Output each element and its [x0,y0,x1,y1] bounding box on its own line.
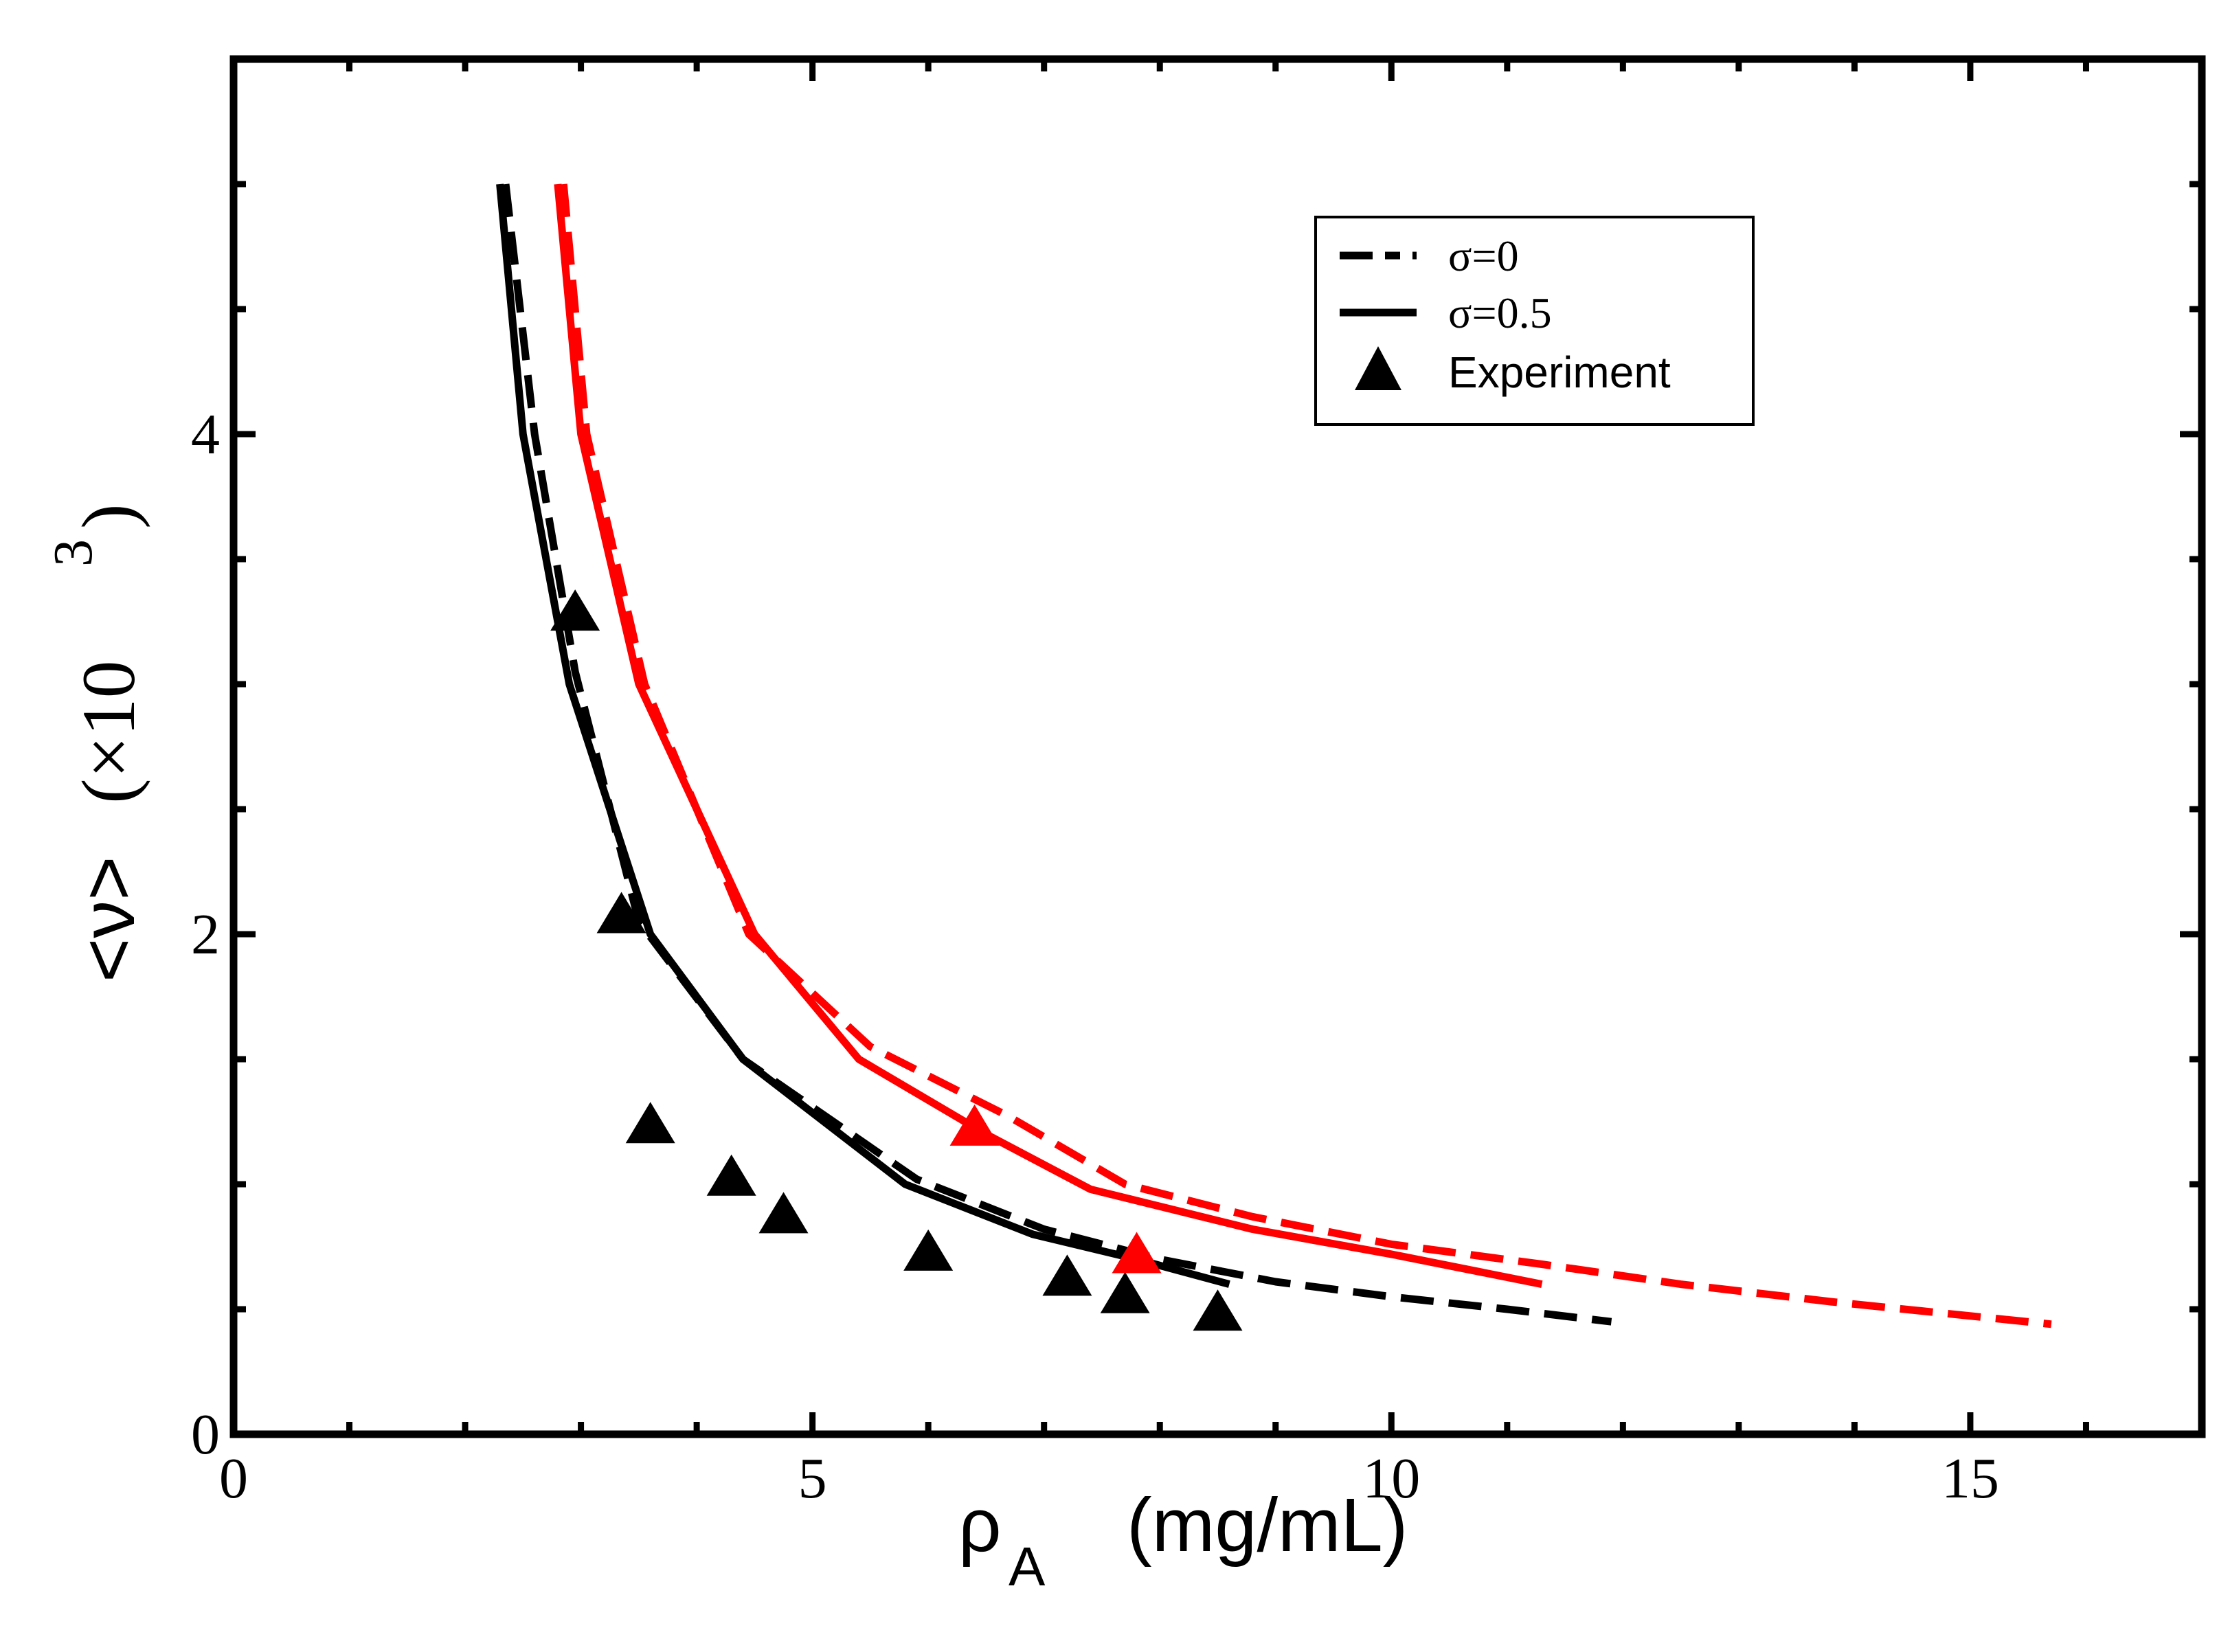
series-line-sigma-0 [502,183,1612,1326]
experiment-marker [1042,1254,1092,1296]
legend: σ=0 σ=0.5 Experiment [1314,216,1755,426]
experiment-marker [625,1102,675,1144]
experiment-marker [706,1154,756,1196]
experiment-marker [1112,1232,1162,1274]
y-tick-label: 0 [191,1403,220,1467]
y-axis-symbol: <ν> [66,857,150,982]
legend-triangle-marker [1355,346,1401,390]
x-axis-subscript: A [1009,1536,1046,1597]
x-tick-label: 5 [798,1447,827,1510]
y-axis-title: <ν> (×10 3 ) [43,503,150,982]
experiment-marker [758,1192,809,1234]
x-tick-label: 10 [1362,1447,1420,1510]
legend-label-sigma-0: σ=0 [1448,231,1519,280]
ticks-layer: 0 5 10 15 0 2 4 [191,56,2205,1510]
experiment-marker [903,1229,954,1271]
y-tick-label: 4 [191,403,220,466]
experiment-marker [596,892,646,934]
series-line-sigma-0-5 [554,183,1543,1288]
experiment-marker [550,589,600,631]
experiment-marker [1193,1289,1243,1331]
y-axis-scale: (×10 [67,660,150,804]
series-layer [496,183,2052,1331]
series-line-sigma-0-5 [496,183,1230,1288]
x-axis-title: ρ A (mg/mL) [958,1483,1408,1597]
plot-frame [229,55,2206,1438]
x-tick-label: 15 [1941,1447,1999,1510]
x-axis-symbol: ρ [958,1483,1002,1568]
x-tick-label: 0 [219,1447,248,1510]
legend-label-experiment: Experiment [1448,348,1671,397]
y-axis-scale-close: ) [67,503,150,529]
y-axis-scale-power: 3 [43,539,104,567]
experiment-marker [949,1104,1000,1146]
x-axis-units: (mg/mL) [1127,1483,1408,1568]
experiment-marker [1100,1271,1150,1313]
series-line-sigma-0 [559,183,2052,1328]
legend-label-sigma-0-5: σ=0.5 [1448,288,1552,337]
y-tick-label: 2 [191,903,220,966]
